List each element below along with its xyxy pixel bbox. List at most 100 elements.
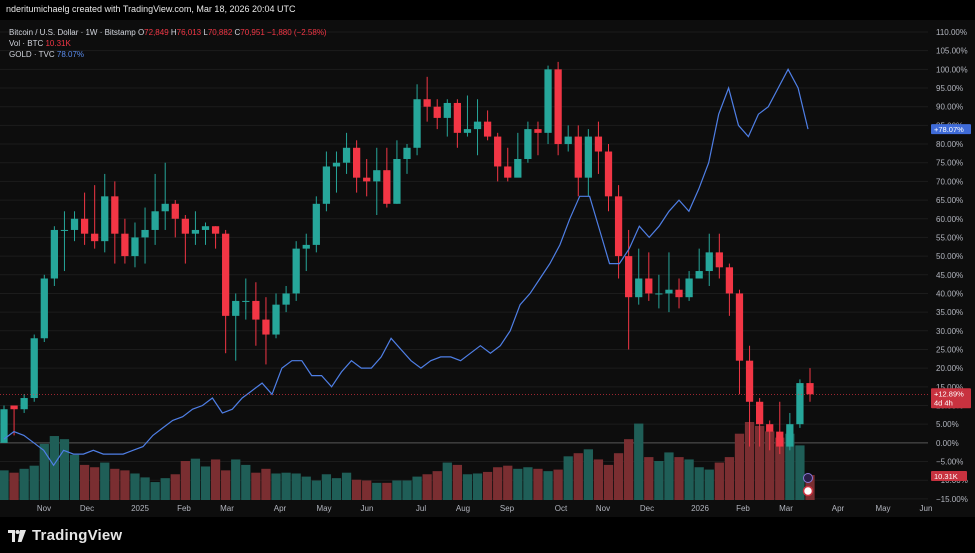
volume-bar [513,468,523,500]
candle-body [232,300,240,316]
btc-last-label: +12.89% [934,389,964,398]
flag-marker-icon [802,485,814,497]
candle-body [453,102,462,133]
candle-body [766,424,774,432]
candle-body [574,136,582,178]
chart-legend: Bitcoin / U.S. Dollar · 1W · Bitstamp O7… [9,27,327,60]
candle-body [282,293,290,305]
y-tick-label: 15.00% [936,383,963,392]
candle-body [101,196,109,242]
legend-vol-name: Vol · BTC [9,39,44,48]
y-tick-label: 0.00% [936,439,959,448]
candle-body [776,431,784,447]
y-tick-label: 70.00% [936,177,963,186]
candle-body [483,121,492,137]
volume-bar [251,472,261,500]
price-chart[interactable]: 110.00%105.00%100.00%95.00%90.00%85.00%8… [0,0,975,517]
candle-body [242,300,250,302]
tradingview-logo-icon [8,529,26,542]
x-tick-label: Sep [500,504,515,513]
candle-body [393,158,401,204]
tradingview-brand[interactable]: TradingView [8,526,122,544]
volume-bar [644,457,654,500]
volume-bar [503,465,513,500]
candle-body [352,147,361,178]
volume-bar [553,469,563,500]
volume-bar [362,480,372,500]
volume-bar [281,472,291,500]
x-tick-label: May [875,504,890,513]
y-tick-label: 45.00% [936,271,963,280]
candle-body [715,252,723,268]
x-tick-label: Apr [274,504,287,513]
candle-body [171,203,179,219]
candle-body [191,229,200,234]
volume-bar [311,480,321,500]
y-tick-label: 5.00% [936,420,959,429]
candle-body [635,278,643,298]
legend-btc[interactable]: Bitcoin / U.S. Dollar · 1W · Bitstamp O7… [9,27,327,38]
volume-bar [392,480,402,500]
candle-body [645,278,653,294]
candle-body [292,248,300,294]
candle-body [514,158,522,178]
volume-bar [613,453,624,500]
volume-bar [472,473,483,500]
volume-bar [200,466,211,500]
legend-vol-value: 10.31K [45,39,71,48]
volume-bar [341,472,352,500]
volume-bar [533,468,543,500]
volume-bar [190,458,201,500]
volume-bar [160,478,170,500]
gold-last-badge [931,124,971,135]
candle-body [363,177,371,182]
x-tick-label: Feb [736,504,750,513]
brand-name: TradingView [32,526,123,544]
candle-body [0,409,8,443]
y-tick-label: 35.00% [936,308,963,317]
candle-body [60,229,69,231]
btc-last-badge [931,388,971,409]
volume-last-badge [931,471,967,481]
x-tick-label: Nov [596,504,610,513]
legend-o-label: O [137,28,145,37]
candle-body [252,300,260,320]
candle-body [614,196,623,257]
y-tick-label: 95.00% [936,84,963,93]
volume-bar [452,464,463,500]
volume-bar [462,474,473,500]
x-tick-label: 2025 [131,504,149,513]
legend-change: −1,880 (−2.58%) [267,28,327,37]
candle-body [80,218,89,234]
candle-body [675,289,683,298]
candle-body [322,166,331,204]
candle-body [20,398,28,410]
volume-bar [180,461,190,500]
legend-volume[interactable]: Vol · BTC 10.31K [9,38,327,49]
candle-body [312,203,320,245]
volume-bar [372,482,382,500]
legend-gold[interactable]: GOLD · TVC 78.07% [9,49,327,60]
y-tick-label: −5.00% [936,458,963,467]
volume-bar [49,436,60,500]
volume-bar [79,464,90,500]
candle-body [222,233,230,316]
x-tick-label: May [316,504,331,513]
volume-bar [331,478,342,500]
x-tick-label: Mar [220,504,234,513]
x-tick-label: Jul [416,504,426,513]
candle-body [584,136,592,178]
right-axis [928,20,975,517]
candle-body [544,69,552,133]
candle-body [695,271,703,279]
volume-bar [261,468,271,500]
volume-bar [765,431,775,500]
candle-body [524,129,532,159]
volume-bar [543,471,553,500]
y-tick-label: 40.00% [936,289,963,298]
footer-bar [0,517,975,553]
volume-bar [654,461,664,500]
volume-bar [754,425,765,500]
volume-bar [593,459,604,500]
candle-body [201,226,210,230]
